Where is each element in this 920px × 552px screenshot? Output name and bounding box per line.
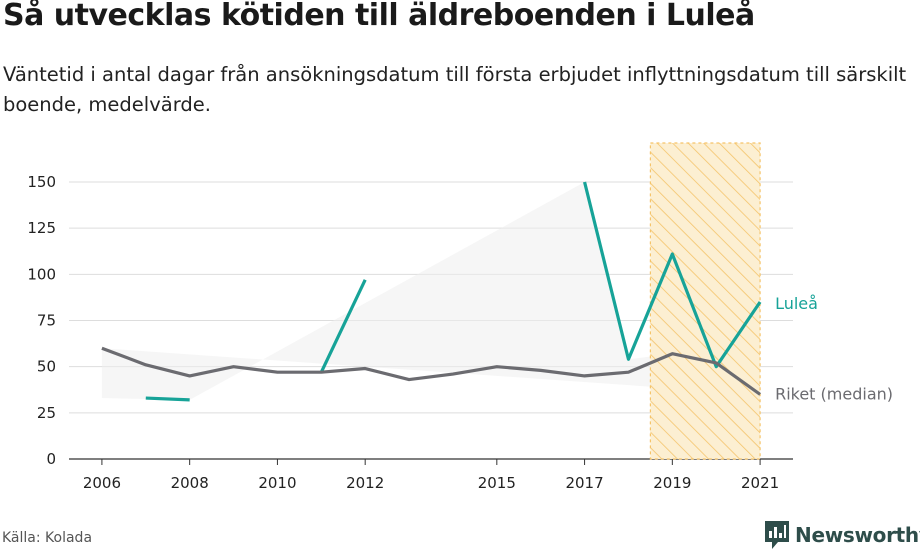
y-tick-label: 100: [27, 265, 56, 283]
x-tick-label: 2019: [653, 474, 691, 492]
newsworthy-logo-icon: [765, 521, 789, 549]
x-tick-label: 2010: [258, 474, 296, 492]
y-tick-label: 75: [37, 312, 56, 330]
y-tick-label: 50: [37, 358, 56, 376]
x-tick-label: 2012: [346, 474, 384, 492]
x-tick-label: 2021: [741, 474, 779, 492]
chart-subtitle: Väntetid i antal dagar från ansökningsda…: [3, 63, 907, 116]
x-tick-label: 2017: [565, 474, 603, 492]
series-label-lulea: Luleå: [775, 294, 818, 313]
y-tick-label: 25: [37, 404, 56, 422]
x-tick-label: 2006: [83, 474, 121, 492]
x-tick-label: 2008: [171, 474, 209, 492]
range-band: [101, 182, 761, 400]
chart-title: Så utvecklas kötiden till äldreboenden i…: [3, 0, 755, 33]
series-label-riket: Riket (median): [775, 384, 893, 403]
y-tick-label: 125: [27, 219, 56, 237]
brand-logo: Newsworthy: [764, 519, 920, 551]
highlight-area: [649, 142, 761, 460]
series-line-riket: [101, 346, 762, 396]
brand-name: Newsworthy: [795, 523, 920, 547]
source-note: Källa: Kolada: [2, 530, 93, 546]
x-tick-label: 2015: [478, 474, 516, 492]
series-line-lulea: [145, 396, 190, 402]
y-tick-label: 0: [46, 450, 56, 468]
y-tick-label: 150: [27, 173, 56, 191]
series-line-lulea: [319, 279, 367, 373]
series-line-lulea: [583, 181, 762, 369]
